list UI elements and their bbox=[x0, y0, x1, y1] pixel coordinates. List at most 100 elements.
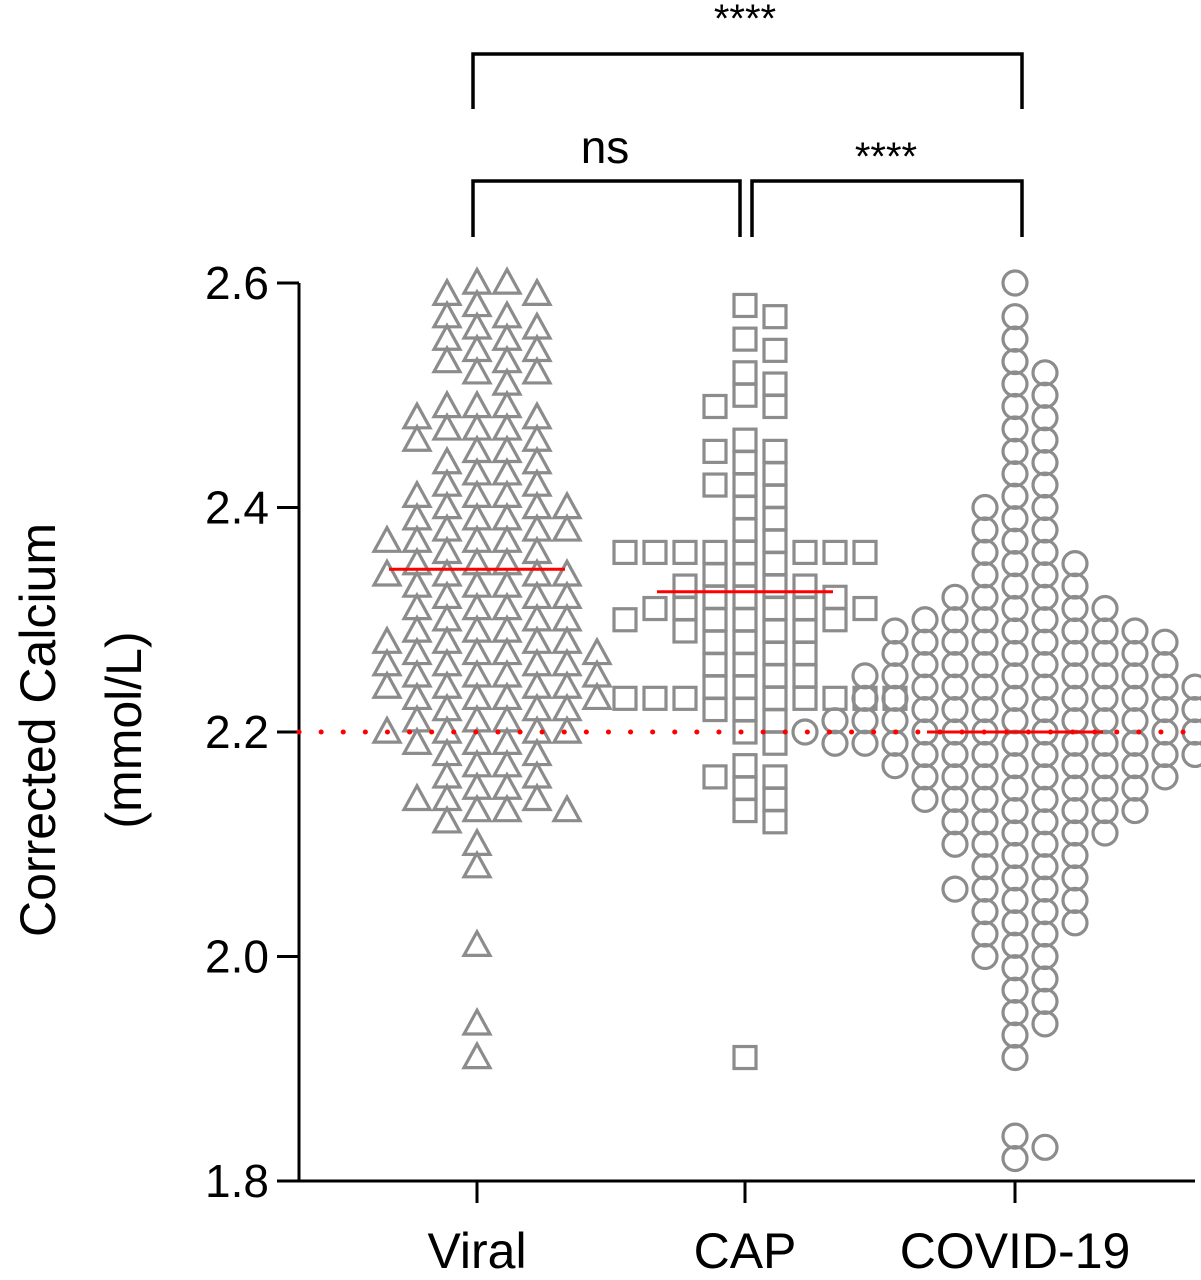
data-point-square bbox=[732, 360, 758, 386]
data-point-triangle bbox=[521, 355, 553, 385]
data-point-circle bbox=[1001, 841, 1029, 870]
data-point-circle bbox=[1031, 381, 1059, 409]
data-point-circle bbox=[1001, 482, 1029, 510]
data-point-circle bbox=[1031, 651, 1059, 679]
data-point-circle bbox=[1181, 718, 1201, 746]
y-axis-title: Corrected Calcium (mmol/L) bbox=[10, 523, 152, 937]
data-point-circle bbox=[1031, 493, 1059, 522]
y-tick-label: 2.4 bbox=[205, 482, 269, 534]
data-point-circle bbox=[1151, 695, 1179, 724]
data-point-square bbox=[762, 685, 788, 711]
data-point-circle bbox=[1001, 707, 1029, 735]
data-point-circle bbox=[941, 830, 969, 858]
data-point-triangle bbox=[371, 524, 403, 553]
data-point-triangle bbox=[371, 558, 403, 587]
data-point-circle bbox=[1061, 796, 1089, 825]
data-point-circle bbox=[971, 493, 999, 522]
data-point-triangle bbox=[371, 670, 403, 699]
data-point-circle bbox=[971, 920, 999, 948]
data-point-circle bbox=[1001, 999, 1029, 1027]
data-point-square bbox=[642, 595, 668, 622]
data-point-circle bbox=[1001, 886, 1029, 914]
data-point-circle bbox=[821, 707, 849, 735]
data-point-circle bbox=[1121, 684, 1149, 712]
data-point-circle bbox=[881, 617, 909, 645]
data-point-circle bbox=[1121, 774, 1149, 802]
x-tick-label: Viral bbox=[427, 1223, 526, 1279]
data-point-circle bbox=[971, 897, 999, 926]
data-point-circle bbox=[1001, 662, 1029, 690]
data-point-circle bbox=[941, 628, 969, 656]
data-point-square bbox=[762, 595, 788, 622]
data-point-square bbox=[732, 562, 758, 588]
data-point-circle bbox=[1031, 785, 1059, 813]
data-point-circle bbox=[1151, 763, 1179, 791]
data-point-triangle bbox=[371, 715, 403, 744]
data-point-circle bbox=[1121, 796, 1149, 825]
data-point-circle bbox=[1001, 415, 1029, 443]
data-point-triangle bbox=[581, 681, 613, 711]
data-point-circle bbox=[1031, 965, 1059, 993]
data-point-square bbox=[702, 393, 728, 420]
data-point-circle bbox=[1181, 673, 1201, 701]
data-point-circle bbox=[941, 606, 969, 634]
data-point-circle bbox=[1091, 617, 1119, 645]
data-point-circle bbox=[1031, 853, 1059, 881]
data-point-circle bbox=[941, 583, 969, 611]
data-point-triangle bbox=[431, 344, 463, 374]
data-point-square bbox=[732, 584, 758, 610]
data-point-square bbox=[762, 764, 788, 790]
data-point-circle bbox=[1121, 729, 1149, 757]
data-point-circle bbox=[1061, 909, 1089, 937]
data-point-triangle bbox=[401, 782, 433, 812]
data-point-square bbox=[732, 450, 758, 476]
data-point-circle bbox=[1061, 639, 1089, 668]
data-point-triangle bbox=[551, 513, 583, 542]
data-point-circle bbox=[971, 561, 999, 589]
data-point-circle bbox=[1031, 673, 1059, 701]
data-point-square bbox=[762, 573, 788, 599]
data-point-circle bbox=[1001, 1144, 1029, 1173]
significance-label: **** bbox=[714, 0, 776, 41]
data-point-circle bbox=[1031, 1010, 1059, 1038]
y-tick-label: 2.2 bbox=[205, 706, 269, 758]
data-point-triangle bbox=[401, 726, 433, 755]
data-point-circle bbox=[1001, 505, 1029, 533]
data-point-square bbox=[672, 685, 698, 711]
data-point-circle bbox=[1001, 550, 1029, 578]
data-point-circle bbox=[1091, 594, 1119, 623]
data-point-circle bbox=[971, 785, 999, 813]
data-point-circle bbox=[971, 740, 999, 769]
data-point-square bbox=[762, 483, 788, 509]
data-point-square bbox=[672, 573, 698, 599]
data-point-triangle bbox=[461, 793, 493, 823]
data-point-circle bbox=[1031, 808, 1059, 836]
data-point-square bbox=[702, 584, 728, 610]
data-point-circle bbox=[941, 673, 969, 701]
data-point-square bbox=[762, 393, 788, 420]
data-point-circle bbox=[971, 606, 999, 634]
data-point-triangle bbox=[521, 782, 553, 812]
data-point-square bbox=[792, 573, 818, 599]
data-point-square bbox=[732, 719, 758, 745]
data-point-circle bbox=[1001, 819, 1029, 847]
data-point-square bbox=[852, 539, 878, 566]
data-point-circle bbox=[1001, 1043, 1029, 1072]
y-axis-title-line-1: Corrected Calcium bbox=[10, 523, 66, 937]
data-point-circle bbox=[1031, 471, 1059, 499]
data-point-circle bbox=[1031, 942, 1059, 971]
y-tick-label: 1.8 bbox=[205, 1155, 269, 1207]
data-point-circle bbox=[881, 707, 909, 735]
data-point-square bbox=[822, 607, 848, 633]
data-point-circle bbox=[1061, 886, 1089, 914]
data-point-circle bbox=[971, 583, 999, 611]
data-point-circle bbox=[971, 942, 999, 971]
data-point-circle bbox=[911, 628, 939, 656]
data-point-square bbox=[732, 292, 758, 319]
data-point-circle bbox=[971, 673, 999, 701]
data-point-square bbox=[792, 685, 818, 711]
data-point-circle bbox=[971, 538, 999, 567]
data-point-circle bbox=[1061, 684, 1089, 712]
data-point-triangle bbox=[491, 266, 523, 295]
data-point-circle bbox=[1181, 695, 1201, 724]
